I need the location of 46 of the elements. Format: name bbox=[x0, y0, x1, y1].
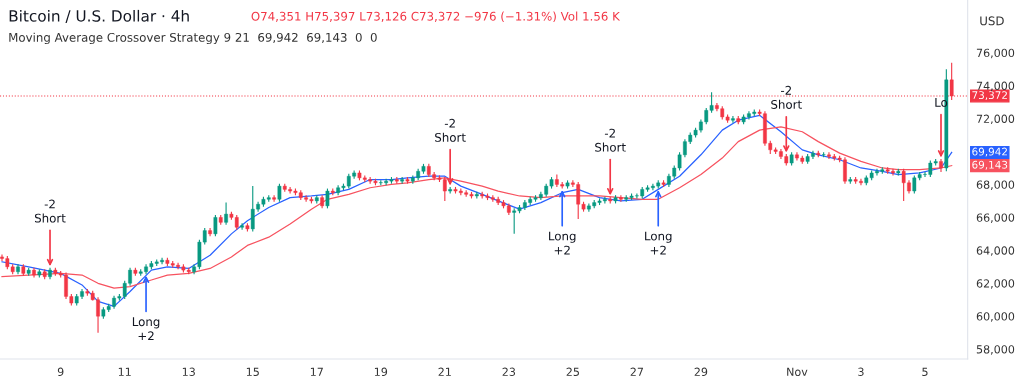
x-tick-label: 29 bbox=[694, 367, 708, 376]
y-tick-label: 58,000 bbox=[976, 345, 1015, 355]
annotation: Long +2 bbox=[645, 231, 672, 255]
x-tick-label: 25 bbox=[566, 367, 579, 376]
x-tick-label: 13 bbox=[182, 367, 195, 376]
x-tick-label: 11 bbox=[118, 367, 131, 376]
candlestick bbox=[400, 176, 405, 185]
y-tick-label: 64,000 bbox=[976, 246, 1015, 256]
x-tick-label: 19 bbox=[374, 367, 388, 376]
y-tick-label: 60,000 bbox=[976, 312, 1015, 322]
annotation: -2 Short bbox=[771, 85, 802, 109]
y-axis-title: USD bbox=[980, 16, 1004, 26]
candlestick bbox=[731, 115, 735, 124]
x-tick-label: 23 bbox=[502, 367, 516, 376]
x-tick-label: 15 bbox=[246, 367, 259, 376]
x-tick-label: 17 bbox=[310, 367, 323, 376]
x-tick-label: Nov bbox=[787, 367, 808, 376]
annotation: 69,942 bbox=[972, 147, 1007, 157]
candlestick bbox=[240, 222, 244, 231]
y-tick-label: 76,000 bbox=[976, 48, 1015, 59]
annotation: -2 Short bbox=[34, 199, 66, 223]
annotation: Long +2 bbox=[549, 231, 576, 255]
candlestick bbox=[213, 214, 218, 237]
y-tick-label: 66,000 bbox=[976, 213, 1015, 223]
ref-line-label: 73,372 bbox=[972, 91, 1007, 101]
candlestick bbox=[619, 194, 623, 203]
y-tick-label: 72,000 bbox=[976, 114, 1015, 125]
text: Bitcoin / U.S. Dollar · 4h bbox=[9, 9, 189, 23]
x-tick-label: 5 bbox=[922, 367, 928, 376]
annotation: Long +2 bbox=[132, 317, 160, 341]
candlestick bbox=[325, 188, 330, 209]
annotation: 69,143 bbox=[972, 160, 1008, 170]
y-tick-label: 74,000 bbox=[976, 81, 1015, 92]
x-tick-label: 27 bbox=[630, 367, 644, 376]
candlestick bbox=[224, 202, 228, 226]
candlestick bbox=[272, 194, 276, 203]
y-tick-label: 68,000 bbox=[976, 180, 1015, 190]
y-tick-label: 62,000 bbox=[976, 279, 1015, 289]
annotation: Moving Average Crossover Strategy 9 21 69,942 69,143 0 0 bbox=[9, 32, 377, 45]
annotation: -2 Short bbox=[595, 128, 626, 152]
x-tick-label: 21 bbox=[438, 367, 451, 376]
annotation: -2 Short bbox=[435, 118, 466, 142]
candlestick bbox=[277, 183, 282, 203]
x-tick-label: 3 bbox=[858, 367, 864, 376]
x-tick-label: 9 bbox=[57, 367, 64, 376]
text: O74,351 H75,397 L73,126 C73,372 −976 (−1.31%) Vol 1.56 K bbox=[251, 11, 621, 23]
